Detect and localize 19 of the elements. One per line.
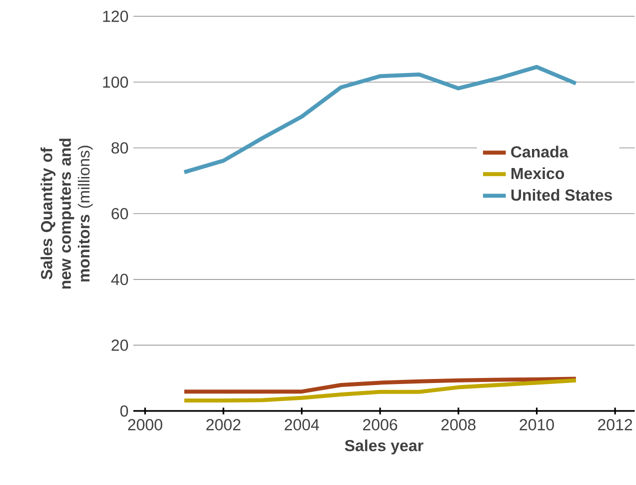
y-tick-label: 60 [112,208,128,220]
x-tick-label: 2000 [128,419,162,430]
x-tick-label: 2010 [520,419,554,430]
x-tick-label: 2006 [363,419,398,430]
x-tick-label: 2004 [284,419,320,430]
y-tick-label: 40 [111,274,128,286]
x-axis-title: Sales year [344,440,424,454]
y-tick-label: 100 [103,76,128,88]
x-tick-label: 2012 [598,419,632,430]
y-tick-label: 20 [112,340,128,351]
y-tick-label: 80 [112,142,128,154]
legend-label: Mexico [512,167,564,180]
x-tick-label: 2002 [206,419,240,430]
legend-label: United States [511,188,612,201]
y-tick-label: 120 [103,10,128,22]
legend-label: Canada [511,146,568,158]
line-series [182,378,578,402]
x-tick-label: 2008 [441,419,476,430]
y-tick-label: 0 [120,405,128,417]
